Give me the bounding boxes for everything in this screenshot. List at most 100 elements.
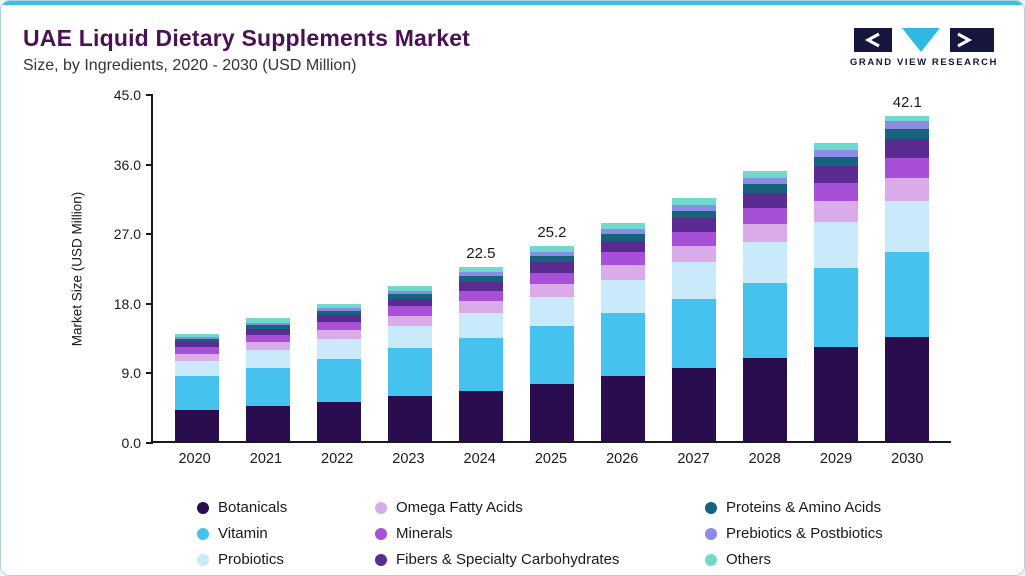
bar-2025: 25.2 xyxy=(529,224,574,441)
bar-segment-2023-prebiotics-postbiotics xyxy=(387,291,432,295)
legend-label: Omega Fatty Acids xyxy=(396,499,523,516)
bar-segment-2029-probiotics xyxy=(814,222,859,268)
bar-segment-2025-probiotics xyxy=(529,297,574,326)
bar-segment-2022-omega-fatty-acids xyxy=(316,329,361,340)
bar-segment-2026-fibers-specialty-carbohydrates xyxy=(601,240,645,253)
bar-segment-2021-vitamin xyxy=(245,367,290,407)
bar-segment-2029-others xyxy=(814,143,859,151)
bar-segment-2024-others xyxy=(458,266,503,273)
bar-segment-2021-others xyxy=(245,318,290,323)
bar-segment-2023-probiotics xyxy=(387,325,432,349)
bar-segment-2022-probiotics xyxy=(316,339,361,360)
header: UAE Liquid Dietary Supplements Market Si… xyxy=(1,1,1024,75)
legend-dot-icon xyxy=(375,553,387,566)
bar-segment-2026-others xyxy=(601,222,645,230)
y-tick-mark xyxy=(146,442,153,444)
bar-segment-2021-minerals xyxy=(245,335,290,343)
bar-segment-2020-fibers-specialty-carbohydrates xyxy=(174,342,219,348)
bar-segment-2023-proteins-amino-acids xyxy=(387,294,432,299)
bar-segment-2024-minerals xyxy=(458,290,503,302)
bar-2023 xyxy=(387,285,432,441)
bar-segment-2022-others xyxy=(316,304,361,309)
legend-dot-icon xyxy=(197,527,209,540)
x-tick-label-2029: 2029 xyxy=(819,451,853,467)
legend: Botanicals Omega Fatty Acids Proteins & Am… xyxy=(197,499,1024,568)
bar-segment-2028-botanicals xyxy=(743,357,788,441)
y-tick-mark xyxy=(146,302,153,305)
bar-segment-2024-omega-fatty-acids xyxy=(458,301,503,313)
bar-2027 xyxy=(672,197,717,441)
bar-segment-2023-minerals xyxy=(387,306,432,316)
bar-segment-2023-fibers-specialty-carbohydrates xyxy=(387,298,432,307)
bar-segment-2027-vitamin xyxy=(672,298,717,368)
bar-2020 xyxy=(174,334,219,441)
bar-segment-2025-vitamin xyxy=(529,325,574,384)
legend-label: Proteins & Amino Acids xyxy=(726,499,882,516)
bar-segment-2020-others xyxy=(174,334,219,337)
bar-segment-2020-botanicals xyxy=(174,410,219,441)
bar-segment-2021-fibers-specialty-carbohydrates xyxy=(245,328,290,336)
bar-segment-2021-proteins-amino-acids xyxy=(245,324,290,329)
x-tick-label-2030: 2030 xyxy=(891,451,924,467)
bar-segment-2028-minerals xyxy=(743,207,788,224)
bar-2021 xyxy=(245,318,290,441)
bar-segment-2020-prebiotics-postbiotics xyxy=(174,336,219,339)
bar-segment-2030-prebiotics-postbiotics xyxy=(885,120,930,129)
bar-segment-2028-omega-fatty-acids xyxy=(743,223,788,243)
y-tick-mark xyxy=(146,233,153,236)
y-tick-label: 36.0 xyxy=(113,156,141,173)
legend-item-proteins-amino-acids: Proteins & Amino Acids xyxy=(705,499,967,516)
x-tick-label-2021: 2021 xyxy=(249,451,283,467)
x-tick-label-2027: 2027 xyxy=(677,451,710,467)
legend-item-fibers-specialty-carbohydrates: Fibers & Specialty Carbohydrates xyxy=(375,551,705,568)
y-tick-label: 9.0 xyxy=(121,365,141,382)
brand-logo: GRAND VIEW RESEARCH xyxy=(850,27,998,68)
bar-segment-2028-others xyxy=(743,171,788,179)
bar-segment-2023-others xyxy=(387,285,432,292)
brand-logo-icon xyxy=(853,28,994,52)
bar-segment-2020-minerals xyxy=(174,347,219,354)
bar-segment-2029-minerals xyxy=(814,182,859,202)
bar-segment-2027-proteins-amino-acids xyxy=(672,210,717,219)
bar-segment-2024-vitamin xyxy=(458,338,503,391)
y-tick-label: 18.0 xyxy=(113,295,141,312)
bar-total-label-2025: 25.2 xyxy=(537,224,567,242)
y-axis-title: Market Size (USD Million) xyxy=(69,191,85,347)
bar-segment-2027-minerals xyxy=(672,231,717,247)
brand-logo-text: GRAND VIEW RESEARCH xyxy=(849,57,998,68)
bar-segment-2025-omega-fatty-acids xyxy=(529,284,574,298)
bar-segment-2025-fibers-specialty-carbohydrates xyxy=(529,262,574,273)
y-tick-label: 27.0 xyxy=(113,226,141,243)
legend-label: Probiotics xyxy=(218,551,284,568)
bar-segment-2020-omega-fatty-acids xyxy=(174,353,219,361)
legend-item-botanicals: Botanicals xyxy=(197,499,375,516)
legend-label: Minerals xyxy=(396,525,453,542)
legend-dot-icon xyxy=(705,501,717,514)
bar-segment-2023-botanicals xyxy=(387,396,432,441)
legend-item-others: Others xyxy=(705,551,967,568)
legend-item-probiotics: Probiotics xyxy=(197,551,375,568)
bar-2024: 22.5 xyxy=(458,245,503,441)
bar-segment-2024-botanicals xyxy=(458,390,503,441)
bar-segment-2021-omega-fatty-acids xyxy=(245,342,290,350)
bar-2026 xyxy=(601,222,645,441)
bar-segment-2020-probiotics xyxy=(174,360,219,377)
bar-segment-2030-fibers-specialty-carbohydrates xyxy=(885,139,930,159)
bar-segment-2024-probiotics xyxy=(458,312,503,339)
bar-segment-2025-botanicals xyxy=(529,383,574,441)
bar-segment-2028-probiotics xyxy=(743,242,788,284)
bar-segment-2021-probiotics xyxy=(245,349,290,368)
bar-2030: 42.1 xyxy=(885,94,930,441)
bar-segment-2026-prebiotics-postbiotics xyxy=(601,229,645,234)
bar-segment-2027-omega-fatty-acids xyxy=(672,246,717,263)
bar-segment-2029-prebiotics-postbiotics xyxy=(814,150,859,158)
bar-segment-2028-fibers-specialty-carbohydrates xyxy=(743,192,788,208)
bar-segment-2026-botanicals xyxy=(601,376,645,441)
bar-segment-2022-minerals xyxy=(316,322,361,330)
bar-segment-2030-probiotics xyxy=(885,201,930,253)
legend-dot-icon xyxy=(375,501,387,514)
bar-segment-2028-proteins-amino-acids xyxy=(743,184,788,193)
bar-segment-2026-minerals xyxy=(601,252,645,266)
y-tick-mark xyxy=(146,372,153,375)
x-tick-label-2026: 2026 xyxy=(606,451,639,467)
